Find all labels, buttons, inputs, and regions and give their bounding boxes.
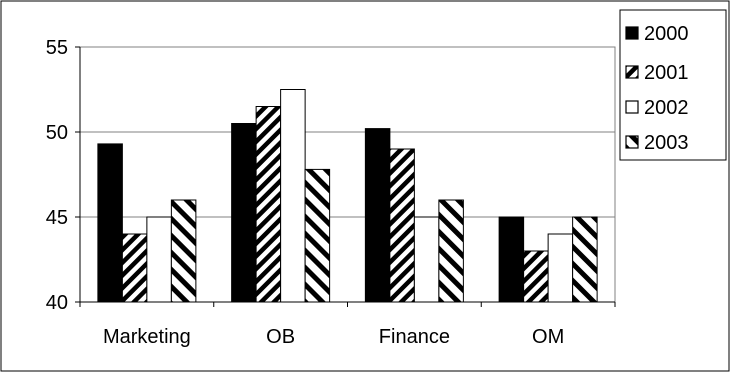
bars (97, 89, 598, 303)
bar (170, 199, 197, 303)
bar (304, 168, 331, 303)
bar (413, 216, 440, 303)
y-tick-label: 40 (46, 292, 68, 314)
bar (280, 89, 306, 303)
legend-label: 2002 (644, 97, 689, 119)
bar (498, 216, 525, 303)
y-tick-label: 50 (46, 122, 68, 144)
x-tick-label: OB (266, 326, 295, 348)
bar (523, 250, 549, 303)
bar (389, 148, 415, 303)
bar (255, 106, 282, 303)
axes (75, 46, 616, 307)
y-tick-label: 55 (46, 37, 68, 59)
legend-swatch (625, 100, 639, 114)
legend-label: 2000 (644, 23, 689, 45)
bar (547, 233, 574, 303)
bar (572, 216, 598, 303)
y-tick-label: 45 (46, 207, 68, 229)
legend-swatch (625, 135, 639, 149)
bar (231, 123, 257, 303)
bar (438, 199, 464, 303)
x-tick-label: OM (532, 326, 564, 348)
legend: 2000 2001 2002 2003 (619, 9, 727, 161)
bar (121, 233, 148, 303)
legend-label: 2003 (644, 132, 689, 154)
bar (364, 128, 391, 303)
x-tick-label: Marketing (103, 326, 191, 348)
bar (146, 216, 172, 303)
legend-label: 2001 (644, 62, 689, 84)
legend-swatch (625, 65, 639, 79)
x-tick-label: Finance (379, 326, 450, 348)
legend-swatch (625, 26, 639, 40)
tick-labels: 40 45 50 55 Marketing OB Finance OM (46, 37, 564, 348)
bar (97, 143, 123, 303)
